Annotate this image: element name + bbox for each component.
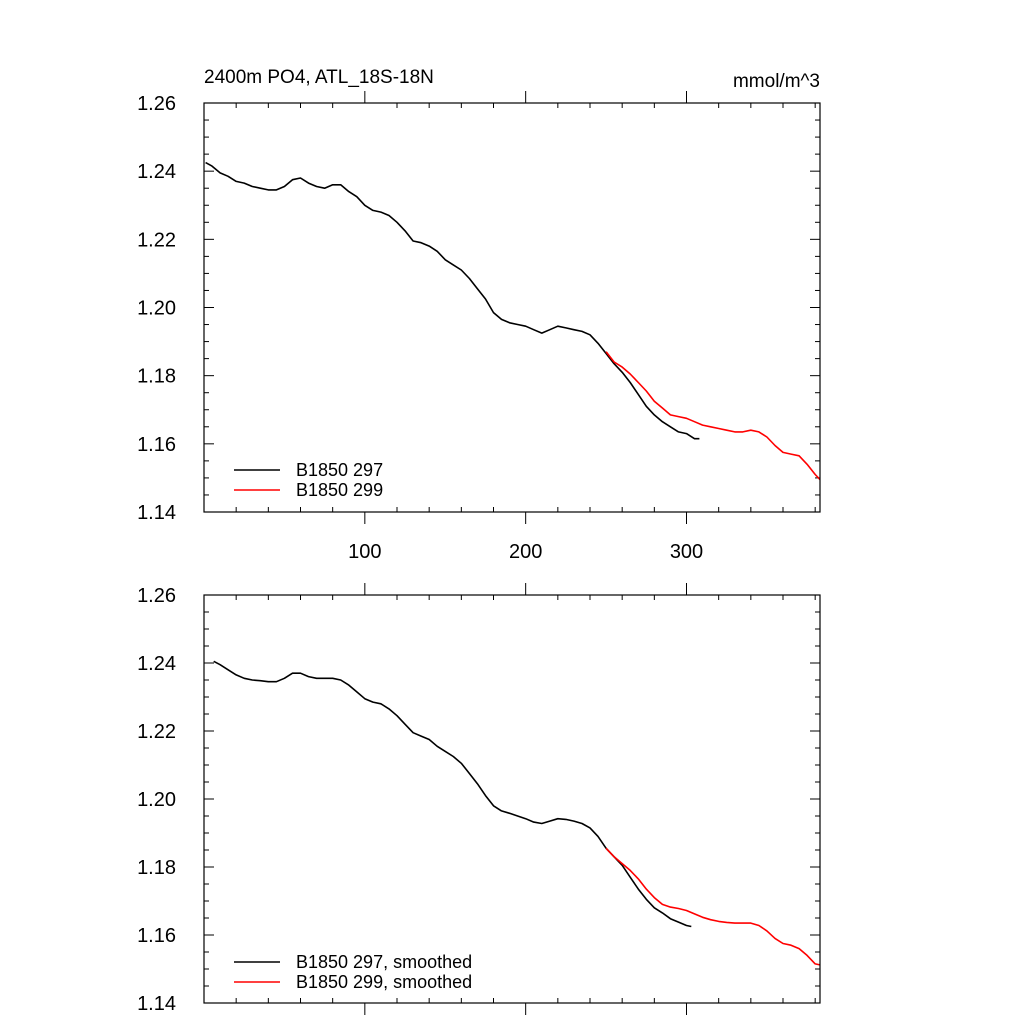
y-tick-label: 1.18 xyxy=(137,366,176,388)
legend-label: B1850 297, smoothed xyxy=(296,952,472,972)
y-tick-labels: 1.26 1.24 1.22 1.20 1.18 1.16 1.14 xyxy=(137,585,176,1015)
series-lines xyxy=(213,660,821,966)
series-line-1 xyxy=(213,660,692,928)
units-label: mmol/m^3 xyxy=(733,71,820,92)
y-tick-label: 1.20 xyxy=(137,789,176,811)
legend-label: B1850 299 xyxy=(296,480,383,500)
plot-frame xyxy=(203,594,821,1004)
top-panel: 2400m PO4, ATL_18S-18N mmol/m^3 1.26 1.24… xyxy=(137,67,821,563)
series-line-2 xyxy=(605,351,821,481)
plot-frame xyxy=(203,102,821,513)
y-tick-label: 1.18 xyxy=(137,857,176,879)
series-lines xyxy=(205,161,821,481)
tick-marks xyxy=(204,583,820,1015)
x-tick-label: 100 xyxy=(348,541,381,563)
series-line-2 xyxy=(605,847,821,966)
legend-label: B1850 299, smoothed xyxy=(296,972,472,992)
y-tick-label: 1.26 xyxy=(137,585,176,607)
y-tick-label: 1.16 xyxy=(137,434,176,456)
y-tick-labels: 1.26 1.24 1.22 1.20 1.18 1.16 1.14 xyxy=(137,93,176,524)
x-tick-label: 200 xyxy=(509,541,542,563)
bottom-panel: 1.26 1.24 1.22 1.20 1.18 1.16 1.14 B1850 297, … xyxy=(137,583,821,1015)
y-tick-label: 1.14 xyxy=(137,502,176,524)
legend-label: B1850 297 xyxy=(296,460,383,480)
series-line-1 xyxy=(205,161,700,440)
y-tick-label: 1.24 xyxy=(137,161,176,183)
y-tick-label: 1.24 xyxy=(137,653,176,675)
y-tick-label: 1.22 xyxy=(137,721,176,743)
y-tick-label: 1.16 xyxy=(137,925,176,947)
y-tick-label: 1.14 xyxy=(137,993,176,1015)
tick-marks xyxy=(204,91,820,524)
y-tick-label: 1.26 xyxy=(137,93,176,115)
y-tick-label: 1.20 xyxy=(137,298,176,320)
y-tick-label: 1.22 xyxy=(137,229,176,251)
chart-title: 2400m PO4, ATL_18S-18N xyxy=(204,67,434,88)
x-tick-labels: 100 200 300 xyxy=(348,541,703,563)
x-tick-label: 300 xyxy=(670,541,703,563)
